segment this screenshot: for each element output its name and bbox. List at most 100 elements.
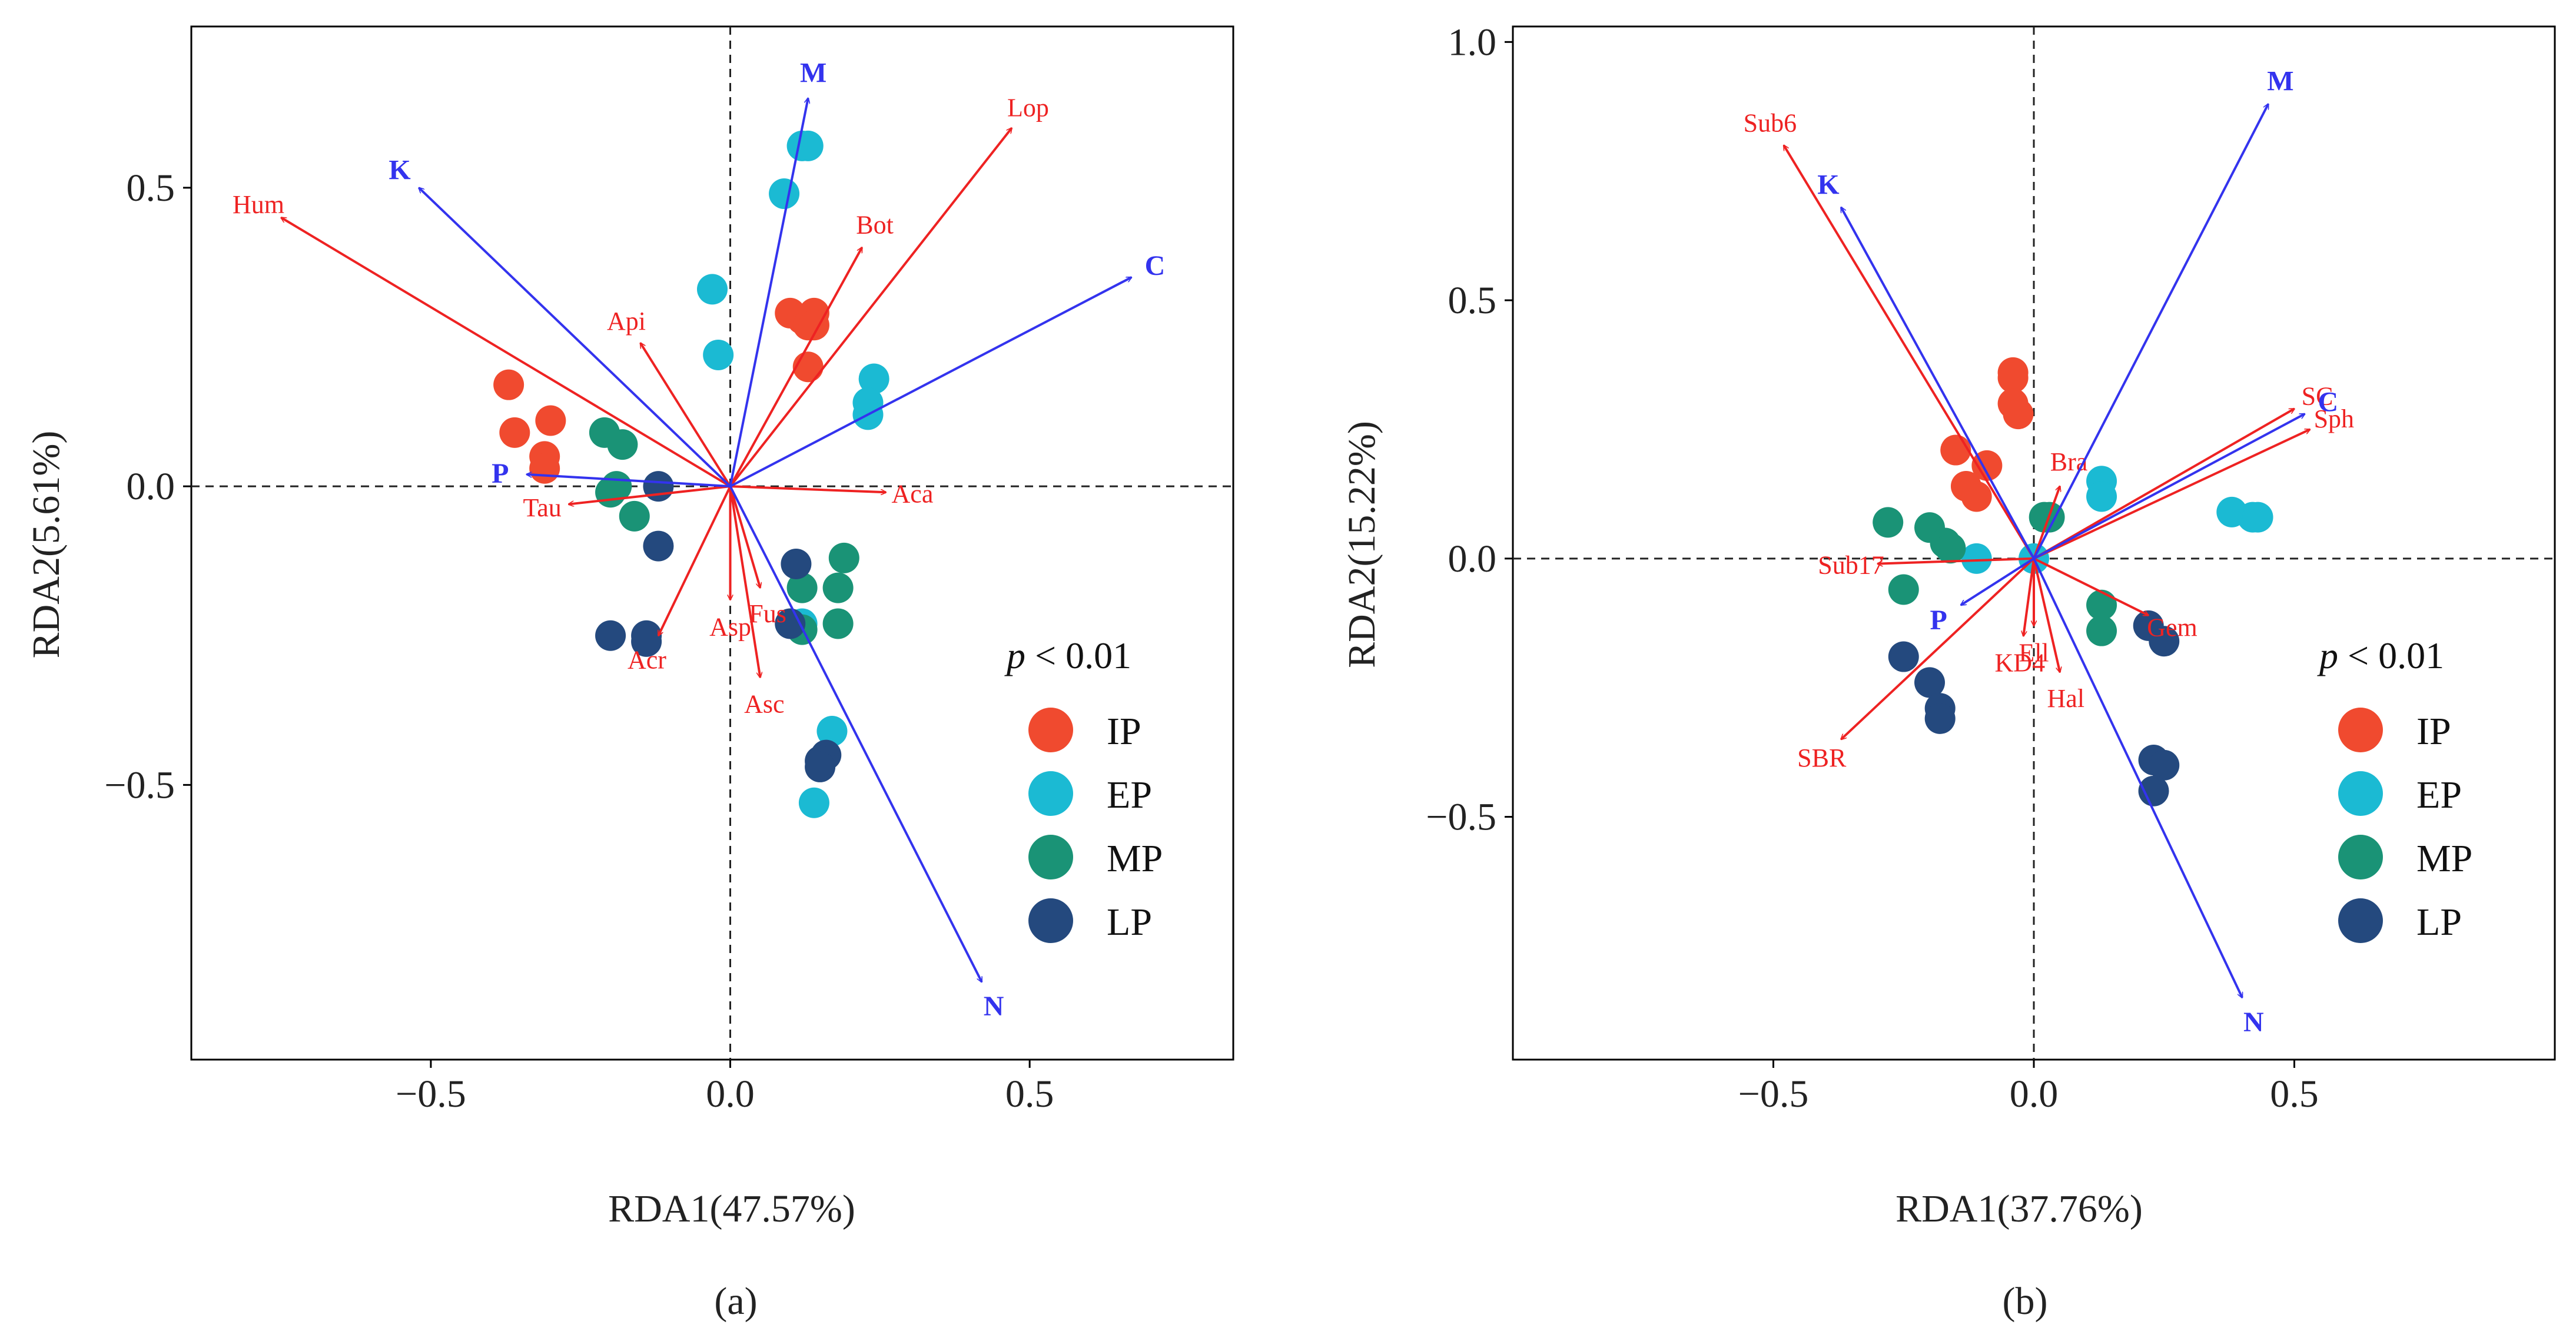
env-label-N: N — [2243, 1007, 2264, 1038]
panel-b-x-ticks: −0.5 0.0 0.5 — [1738, 1060, 2319, 1116]
panel-a-label: (a) — [714, 1280, 757, 1323]
env-arrow-C — [729, 276, 1132, 487]
point-LP — [631, 626, 662, 657]
taxon-arrow-Api — [639, 343, 732, 487]
point-MP — [1935, 533, 1966, 564]
taxon-label-SBR: SBR — [1797, 743, 1847, 772]
panel-a-ylabel: RDA2(5.61%) — [25, 431, 68, 659]
legend-label-EP: EP — [2416, 774, 2462, 816]
panel-a-points — [493, 130, 889, 818]
point-EP — [1961, 543, 1992, 574]
legend-label-EP: EP — [1107, 774, 1152, 816]
point-MP — [828, 542, 859, 573]
env-label-N: N — [984, 991, 1004, 1022]
taxon-label-Sph: Sph — [2314, 404, 2354, 433]
panel-b-xlabel: RDA1(37.76%) — [1896, 1187, 2143, 1230]
taxon-arrow-SBR — [1841, 557, 2035, 739]
taxon-label-Asp: Asp — [709, 612, 751, 641]
taxon-arrow-Hal — [2033, 558, 2060, 672]
env-label-K: K — [1817, 169, 1839, 200]
taxon-label-Acr: Acr — [628, 646, 666, 675]
panel-b-points — [1873, 357, 2273, 806]
x-tick-label: −0.5 — [396, 1073, 466, 1116]
point-MP — [2086, 589, 2117, 620]
point-LP — [775, 608, 806, 639]
point-LP — [595, 620, 626, 651]
x-tick-label: 0.5 — [2270, 1073, 2319, 1116]
point-IP — [499, 417, 530, 448]
point-LP — [643, 471, 674, 502]
panel-b-label: (b) — [2003, 1280, 2048, 1323]
taxon-label-Asc: Asc — [744, 690, 784, 719]
point-IP — [1940, 434, 1971, 466]
y-tick-label: −0.5 — [104, 764, 175, 806]
env-arrow-K — [419, 188, 731, 487]
panel-a-zero-lines — [191, 26, 1233, 1060]
taxon-label-Hal: Hal — [2047, 684, 2085, 713]
x-tick-label: −0.5 — [1738, 1073, 1809, 1116]
taxon-arrow-Sph — [2033, 428, 2310, 560]
point-LP — [2149, 626, 2180, 657]
legend-label-IP: IP — [1107, 710, 1141, 753]
taxon-arrow-KD4 — [2023, 558, 2035, 636]
point-MP — [607, 429, 638, 460]
taxon-label-Ell: Ell — [2019, 638, 2049, 667]
panel-b-y-ticks: −0.5 0.0 0.5 1.0 — [1426, 21, 1513, 839]
panel-a-x-ticks: −0.5 0.0 0.5 — [396, 1060, 1054, 1116]
env-label-M: M — [800, 57, 826, 88]
taxon-label-Sub6: Sub6 — [1744, 109, 1797, 138]
taxon-label-Aca: Aca — [892, 479, 934, 508]
y-tick-label: 0.0 — [1448, 537, 1497, 580]
point-LP — [1924, 703, 1956, 734]
point-MP — [822, 608, 854, 639]
env-label-M: M — [2267, 65, 2293, 97]
point-IP — [535, 405, 566, 436]
point-IP — [798, 310, 829, 341]
legend-label-IP: IP — [2416, 710, 2451, 753]
panel-a-significance: p < 0.01 — [1004, 635, 1131, 676]
taxon-arrow-Sub6 — [1782, 145, 2035, 559]
taxon-arrow-Gem — [2033, 557, 2149, 617]
legend-marker-MP — [2338, 835, 2383, 879]
taxon-label-Lop: Lop — [1007, 93, 1049, 122]
panel-a-legend: p < 0.01 IP EP MP LP — [1004, 635, 1163, 944]
env-arrow-C — [2033, 413, 2305, 560]
legend-marker-LP — [2338, 898, 2383, 943]
point-LP — [1888, 641, 1919, 672]
taxon-label-Bot: Bot — [856, 210, 894, 239]
y-tick-label: −0.5 — [1426, 796, 1496, 839]
point-IP — [493, 369, 525, 400]
legend-marker-MP — [1028, 835, 1073, 879]
legend-label-LP: LP — [2416, 901, 2462, 944]
panel-a-frame — [190, 25, 1234, 1061]
y-tick-label: 0.0 — [127, 465, 175, 508]
point-IP — [1997, 362, 2029, 393]
taxon-label-SC: SC — [2302, 381, 2333, 410]
point-MP — [2086, 615, 2117, 646]
point-LP — [2149, 749, 2180, 781]
taxon-label-Fus: Fus — [749, 599, 786, 628]
env-label-C: C — [1145, 250, 1166, 281]
taxon-arrow-Lop — [729, 128, 1012, 487]
env-label-C: C — [2318, 387, 2339, 418]
env-arrow-P — [527, 474, 731, 488]
point-MP — [1873, 507, 1904, 538]
panel-a-y-ticks: −0.5 0.0 0.5 — [104, 167, 191, 806]
panel-b: −0.5 0.0 0.5 −0.50.00.51.0 Sub6SCSphBraSub… — [1340, 21, 2556, 1323]
panel-b-legend: p < 0.01 IP EP MP LP — [2317, 635, 2472, 944]
point-MP — [1888, 574, 1919, 605]
point-EP — [2242, 502, 2273, 533]
taxon-arrow-Asc — [729, 486, 761, 678]
point-LP — [1914, 667, 1945, 698]
taxon-arrow-Tau — [569, 485, 731, 504]
env-label-K: K — [389, 155, 410, 186]
x-tick-label: 0.5 — [1005, 1073, 1054, 1116]
panel-b-zero-lines — [1513, 26, 2555, 1060]
y-tick-label: 0.5 — [127, 167, 175, 210]
point-EP — [769, 178, 800, 210]
point-EP — [858, 363, 889, 394]
y-tick-label: 1.0 — [1448, 21, 1497, 64]
legend-label-LP: LP — [1107, 901, 1152, 944]
